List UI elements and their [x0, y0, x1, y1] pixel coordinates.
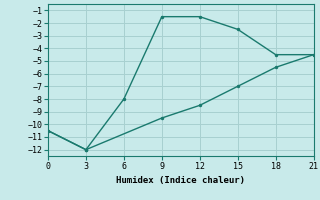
X-axis label: Humidex (Indice chaleur): Humidex (Indice chaleur) — [116, 176, 245, 185]
